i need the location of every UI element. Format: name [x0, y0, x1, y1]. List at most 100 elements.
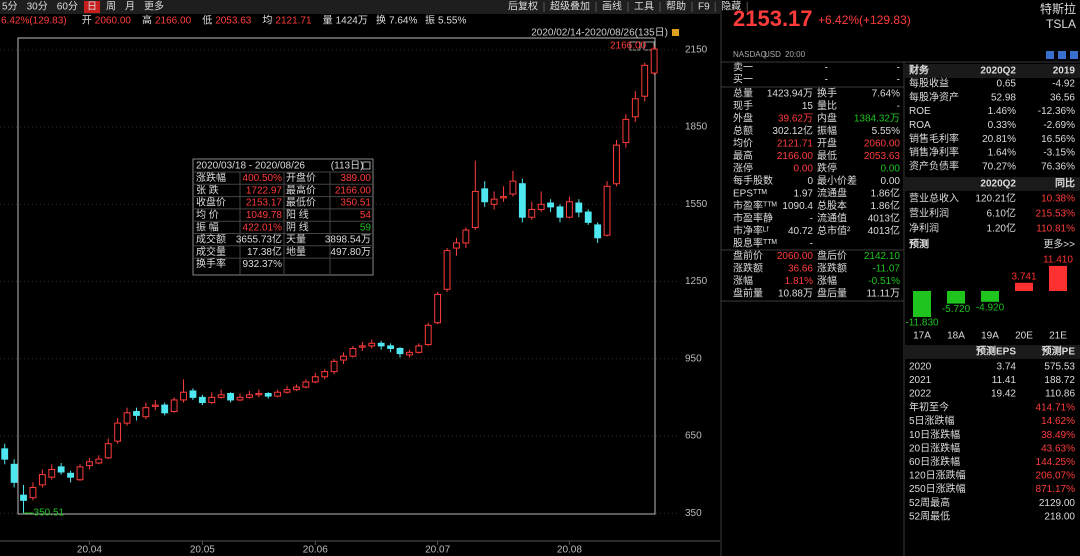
tool-button[interactable]: 隐藏	[721, 1, 741, 13]
candle-body	[227, 393, 235, 401]
lock-icon[interactable]	[672, 29, 679, 36]
candle-body	[38, 474, 46, 486]
category-label: 18A	[947, 331, 965, 342]
finance-cell: 76.36%	[1041, 161, 1075, 172]
quote-value: 0.00	[881, 176, 901, 187]
finance-cell: ROE	[909, 106, 931, 117]
quote-label: 股息率ᵀᵀᴹ	[733, 237, 777, 250]
tool-button[interactable]: 超级叠加	[550, 0, 590, 13]
category-label: 21E	[1049, 331, 1067, 342]
currency: USD	[764, 50, 781, 59]
icon[interactable]	[1046, 51, 1054, 59]
candle-body	[565, 201, 573, 218]
icon[interactable]	[629, 41, 641, 51]
stat-value: 2060.00	[95, 16, 132, 27]
quote-label: EPSᵀᵀᴹ	[733, 189, 767, 200]
quote-label: 现手	[733, 99, 753, 112]
stats-value: 350.51	[340, 198, 371, 209]
finance-cell: 20.81%	[982, 134, 1016, 145]
stats-label: 涨跌幅	[196, 171, 226, 184]
perf-label: 250日涨跌幅	[909, 482, 966, 495]
tool-button[interactable]: F9	[698, 2, 710, 13]
y-tick-label: 2150	[685, 45, 708, 56]
finance-cell: 1.64%	[988, 148, 1016, 159]
range-label: 2020/02/14-2020/08/26(135日)	[531, 28, 668, 39]
quote-value: 0.00	[881, 164, 901, 175]
finance-cell: 16.56%	[1041, 134, 1075, 145]
bar-label: -5.720	[942, 304, 971, 315]
period-tab[interactable]: 更多	[144, 0, 164, 13]
icon[interactable]	[1070, 51, 1078, 59]
bar-label: 11.410	[1043, 255, 1073, 266]
quote-value: 4013亿	[868, 212, 900, 225]
candle-body	[377, 342, 385, 347]
forecast-cell: 188.72	[1044, 375, 1075, 386]
candle-body	[622, 118, 630, 144]
range-frame	[17, 37, 656, 515]
candle-body	[613, 144, 620, 185]
candle-body	[208, 396, 216, 404]
quote-value: 1.81%	[785, 276, 813, 287]
quote-label: 外盘	[733, 112, 753, 125]
finance-cell: 1.20亿	[987, 222, 1016, 235]
quote-label: 涨跌额	[817, 262, 847, 275]
bar	[981, 291, 999, 302]
candle-body	[170, 399, 178, 413]
quote-value: 0.00	[794, 164, 814, 175]
period-tab[interactable]: 30分	[27, 1, 48, 13]
tool-button[interactable]: 工具	[634, 1, 654, 13]
tool-button[interactable]: 画线	[602, 0, 622, 13]
stats-label: 地量	[286, 245, 306, 258]
candle-body	[133, 411, 140, 416]
tool-button[interactable]: 后复权	[508, 0, 538, 13]
period-tab[interactable]: 5分	[2, 1, 18, 13]
stats-value: 3655.73亿	[236, 233, 282, 246]
stat-label: 低	[202, 14, 212, 27]
quote-value: 2121.71	[777, 139, 814, 150]
quote-label: 总量	[733, 87, 753, 100]
candle-body	[500, 196, 507, 199]
finance-cell: ROA	[909, 120, 931, 131]
candle-body	[405, 351, 413, 356]
stats-value: 2153.17	[246, 198, 283, 209]
stats-label: 阴 线	[286, 220, 309, 233]
bar-label: -11.830	[905, 318, 939, 329]
candle-body	[631, 98, 639, 118]
quote-label: 总股本	[817, 199, 847, 212]
forecast-cell: 11.41	[992, 375, 1017, 386]
close-icon[interactable]	[362, 161, 371, 170]
min-label: 350.51	[34, 508, 65, 519]
period-tab[interactable]: 60分	[57, 1, 78, 13]
more-link[interactable]: 更多>>	[1043, 238, 1075, 251]
quote-label: 涨跌额	[733, 262, 763, 275]
candle-body	[85, 461, 93, 467]
candle-body	[114, 422, 122, 442]
stats-value: 3898.54万	[325, 235, 371, 246]
quote-value: 2166.00	[777, 151, 814, 162]
finance-cell: 36.56	[1050, 92, 1075, 103]
quote-label: 最高	[733, 149, 753, 162]
quote-label: 市盈率ᵀᵀᴹ	[733, 199, 777, 212]
candle-body	[443, 250, 451, 290]
tool-button[interactable]: 帮助	[666, 0, 686, 13]
quote-value: 302.12亿	[772, 124, 813, 137]
quote-value: 1.86亿	[871, 199, 900, 212]
period-tab[interactable]: 周	[106, 1, 116, 13]
stats-label: 换手率	[196, 257, 226, 270]
stat-value: 7.64%	[389, 16, 417, 27]
candle-body	[161, 404, 169, 414]
period-tab[interactable]: 日	[87, 2, 97, 13]
candle-body	[641, 64, 649, 97]
candle-body	[151, 404, 159, 407]
finance-cell: 120.21亿	[975, 192, 1016, 205]
candle-body	[180, 391, 187, 401]
quote-label: 最低	[817, 149, 837, 162]
perf-value: 38.49%	[1041, 430, 1075, 441]
quote-value: 2060.00	[777, 251, 814, 262]
stats-value: 17.38亿	[247, 245, 282, 258]
quote-value: -	[810, 239, 813, 250]
period-tab[interactable]: 月	[125, 1, 135, 13]
finance-cell: 资产负债率	[909, 159, 959, 172]
candle-body	[10, 463, 18, 483]
icon[interactable]	[1058, 51, 1066, 59]
